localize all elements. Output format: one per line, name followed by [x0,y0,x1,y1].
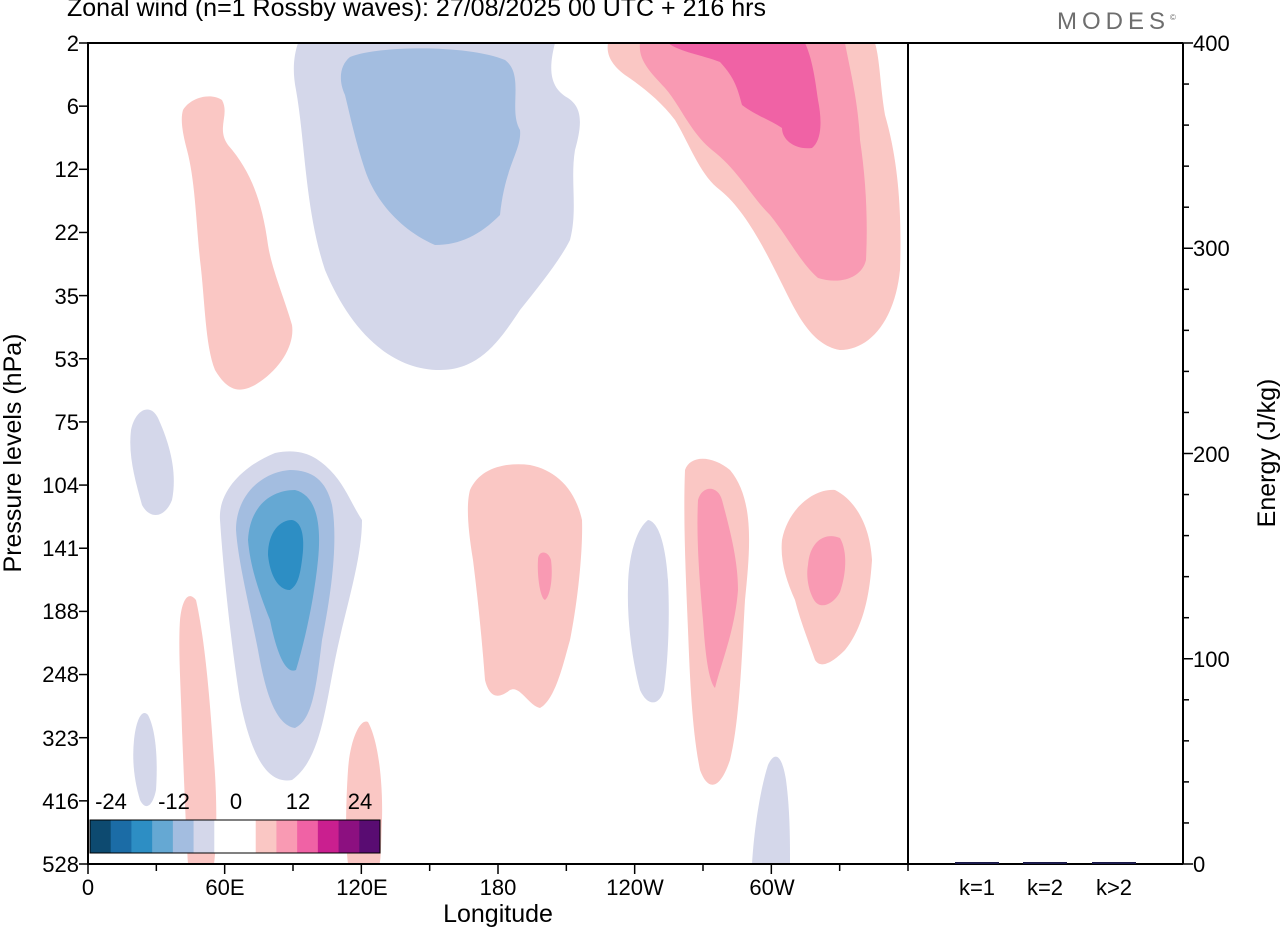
colorbar-swatch [214,820,236,853]
chart-title: Zonal wind (n=1 Rossby waves): 27/08/202… [67,0,766,22]
colorbar [89,819,381,854]
y-tick-label-2: 2 [67,31,79,56]
colorbar-label-0: 0 [230,789,242,814]
energy-tick-label-200: 200 [1193,442,1230,467]
colorbar-swatch [90,820,112,853]
energy-tick-label-100: 100 [1193,647,1230,672]
energy-tick-labels: 0 100 200 300 400 [1193,31,1230,877]
energy-tick-label-0: 0 [1193,852,1205,877]
modes-logo: MODES© [1057,8,1176,36]
contour-lower-westerly-50e [179,596,217,864]
colorbar-swatch [338,820,360,853]
y-axis-label: Pressure levels (hPa) [0,334,27,573]
x-axis-label: Longitude [443,900,553,928]
colorbar-swatch [235,820,257,853]
x-tick-label-120e: 120E [336,875,387,900]
x-tick-label-180: 180 [480,875,517,900]
y-tick-label-53: 53 [55,347,79,372]
colorbar-swatch [276,820,298,853]
colorbar-label-neg24: -24 [95,789,127,814]
colorbar-swatch [193,820,215,853]
energy-category-kgt2: k>2 [1096,875,1132,900]
colorbar-swatch [152,820,174,853]
y-tick-label-22: 22 [55,220,79,245]
x-axis-ticks [87,864,909,874]
x-tick-label-60e: 60E [205,875,244,900]
colorbar-swatch [172,820,195,853]
energy-bar-k=2 [1023,862,1067,864]
contour-field [130,43,901,864]
energy-category-labels: k=1 k=2 k>2 [959,875,1132,900]
colorbar-label-12: 12 [286,789,310,814]
contour-mid-westerly-30w-6 [807,536,846,606]
colorbar-swatch [110,820,132,853]
contour-mid-easterly-125w [627,520,669,703]
contour-small-easterly-75 [130,409,174,516]
colorbar-label-neg12: -12 [158,789,190,814]
colorbar-tick-labels: -24 -12 0 12 24 [95,789,372,814]
contour-upper-westerly-left [181,96,293,390]
y-axis-ticks [79,42,88,865]
colorbar-swatch [131,820,153,853]
energy-axis-label: Energy (J/kg) [1253,379,1280,528]
energy-panel [908,42,1184,865]
contour-lower-easterly-60w [752,756,790,864]
x-tick-label-0: 0 [82,875,94,900]
y-tick-label-12: 12 [55,157,79,182]
energy-tick-label-300: 300 [1193,236,1230,261]
energy-bars [955,862,1136,864]
y-tick-label-188: 188 [42,599,79,624]
y-axis-tick-labels: 2 6 12 22 35 53 75 104 141 188 248 323 4… [42,31,79,877]
energy-tick-label-400: 400 [1193,31,1230,56]
contour-mid-easterly-12 [268,520,304,590]
y-tick-label-323: 323 [42,726,79,751]
x-tick-label-60w: 60W [749,875,794,900]
logo-copyright-mark: © [1170,13,1176,22]
x-tick-label-120w: 120W [606,875,664,900]
colorbar-swatch [255,820,277,853]
contour-upper-easterly-inner [340,48,521,245]
y-tick-label-416: 416 [42,789,79,814]
y-tick-label-528: 528 [42,852,79,877]
colorbar-label-24: 24 [348,789,372,814]
y-tick-label-248: 248 [42,662,79,687]
contour-small-easterly-323 [133,712,157,807]
y-tick-label-104: 104 [42,473,79,498]
y-tick-label-6: 6 [67,94,79,119]
y-tick-label-141: 141 [42,536,79,561]
contour-mid-westerly-180-6 [537,552,552,600]
energy-bar-k>2 [1092,862,1136,864]
colorbar-border [89,819,381,854]
colorbar-swatch [297,820,319,853]
energy-axis-ticks [1183,42,1193,865]
colorbar-swatch [359,820,381,853]
x-axis-tick-labels: 0 60E 120E 180 120W 60W [82,875,795,900]
energy-category-k1: k=1 [959,875,995,900]
contour-mid-westerly-180-3 [467,464,583,708]
energy-category-k2: k=2 [1027,875,1063,900]
energy-bar-k=1 [955,862,999,864]
logo-text: MODES [1057,8,1171,35]
colorbar-swatch [317,820,340,853]
y-tick-label-75: 75 [55,410,79,435]
contour-upper-westerly-right-9 [668,43,821,149]
contour-mid-westerly-90w-6 [697,488,738,688]
y-tick-label-35: 35 [55,284,79,309]
